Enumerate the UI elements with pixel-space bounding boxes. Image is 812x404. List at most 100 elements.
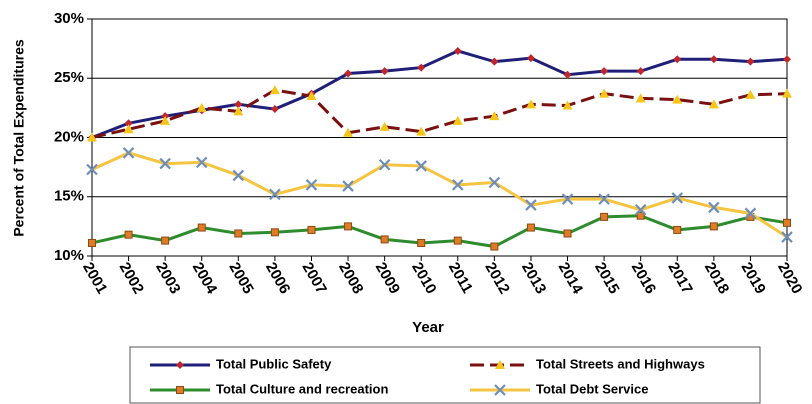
y-tick-label: 20% [54,128,84,145]
data-point [600,212,609,221]
x-tick-label: 2020 [774,259,805,296]
data-point [380,67,389,76]
data-point [378,158,391,171]
x-tick-label: 2015 [591,259,622,296]
data-point [306,91,317,101]
data-point [453,46,462,55]
data-point [709,222,718,231]
series-line [91,88,788,139]
x-tick-label: 2007 [299,259,330,296]
x-tick-label: 2005 [225,259,256,296]
data-point [671,192,684,204]
data-point [599,88,610,98]
data-point [783,218,791,227]
data-point [159,157,171,170]
y-tick-label: 15% [54,188,84,205]
data-point [197,223,206,232]
data-point [634,204,647,216]
data-point [269,188,281,201]
data-point [86,163,98,176]
data-point [781,231,793,243]
data-point [88,238,96,247]
legend-label: Total Streets and Highways [536,356,705,371]
legend-label: Total Culture and recreation [216,381,388,396]
legend-box [129,346,761,404]
x-tick-label: 2011 [445,259,476,296]
data-point [379,121,390,131]
data-point [124,119,133,128]
data-point [563,229,572,238]
data-point [453,236,462,245]
data-point [525,199,537,211]
data-point [489,111,500,121]
data-point [636,211,645,220]
y-tick-label: 10% [54,247,84,264]
data-point [344,69,353,78]
legend-marker [494,384,506,396]
x-axis-label: Year [412,319,444,336]
x-tick-label: 2014 [555,259,587,297]
data-point [746,57,755,66]
data-point [783,55,791,64]
data-point [598,193,610,205]
data-point [673,55,682,64]
data-point [380,235,389,244]
data-point [160,115,171,125]
data-point [745,89,756,99]
data-point [270,228,279,237]
data-point [417,238,426,247]
data-point [488,176,501,189]
data-point [452,115,463,125]
data-point [744,207,757,220]
data-point [526,223,535,232]
data-point [196,102,207,112]
x-tick-label: 2012 [481,259,512,296]
data-point [124,230,133,239]
data-point [87,132,97,142]
data-point [416,126,427,136]
x-tick-label: 2006 [262,259,293,296]
data-point [672,94,683,104]
x-tick-label: 2008 [335,259,366,296]
data-point [452,179,464,191]
x-tick-label: 2009 [372,259,403,296]
data-point [561,193,574,205]
data-point [344,222,353,231]
data-point [415,160,427,172]
data-point [563,70,572,79]
x-tick-label: 2017 [664,259,695,296]
x-tick-label: 2010 [408,259,439,296]
legend-label: Total Debt Service [536,381,648,396]
data-point [342,180,354,192]
data-point [307,225,316,234]
data-point [709,55,718,64]
data-point [123,124,134,134]
data-point [708,99,719,109]
legend-marker [495,360,505,369]
data-point [782,88,792,98]
series-line [91,49,788,139]
data-point [417,63,426,72]
y-tick-label: 25% [54,69,84,86]
x-tick-label: 2019 [738,259,769,296]
series-line [91,151,788,239]
legend-label: Total Public Safety [216,356,332,371]
x-tick-label: 2016 [628,259,659,296]
data-point [525,99,536,109]
x-tick-label: 2001 [79,259,110,296]
y-tick-label: 30% [54,10,84,27]
data-point [526,54,535,63]
data-point [161,236,170,245]
data-point [673,225,682,234]
data-point [234,100,243,109]
data-point [234,229,243,238]
y-axis-label: Percent of Total Expenditures [11,39,27,237]
data-point [600,67,609,76]
data-point [270,105,279,114]
data-point [562,100,573,110]
x-tick-label: 2013 [518,259,549,296]
data-point [269,85,280,95]
data-point [305,179,318,191]
data-point [233,106,244,116]
